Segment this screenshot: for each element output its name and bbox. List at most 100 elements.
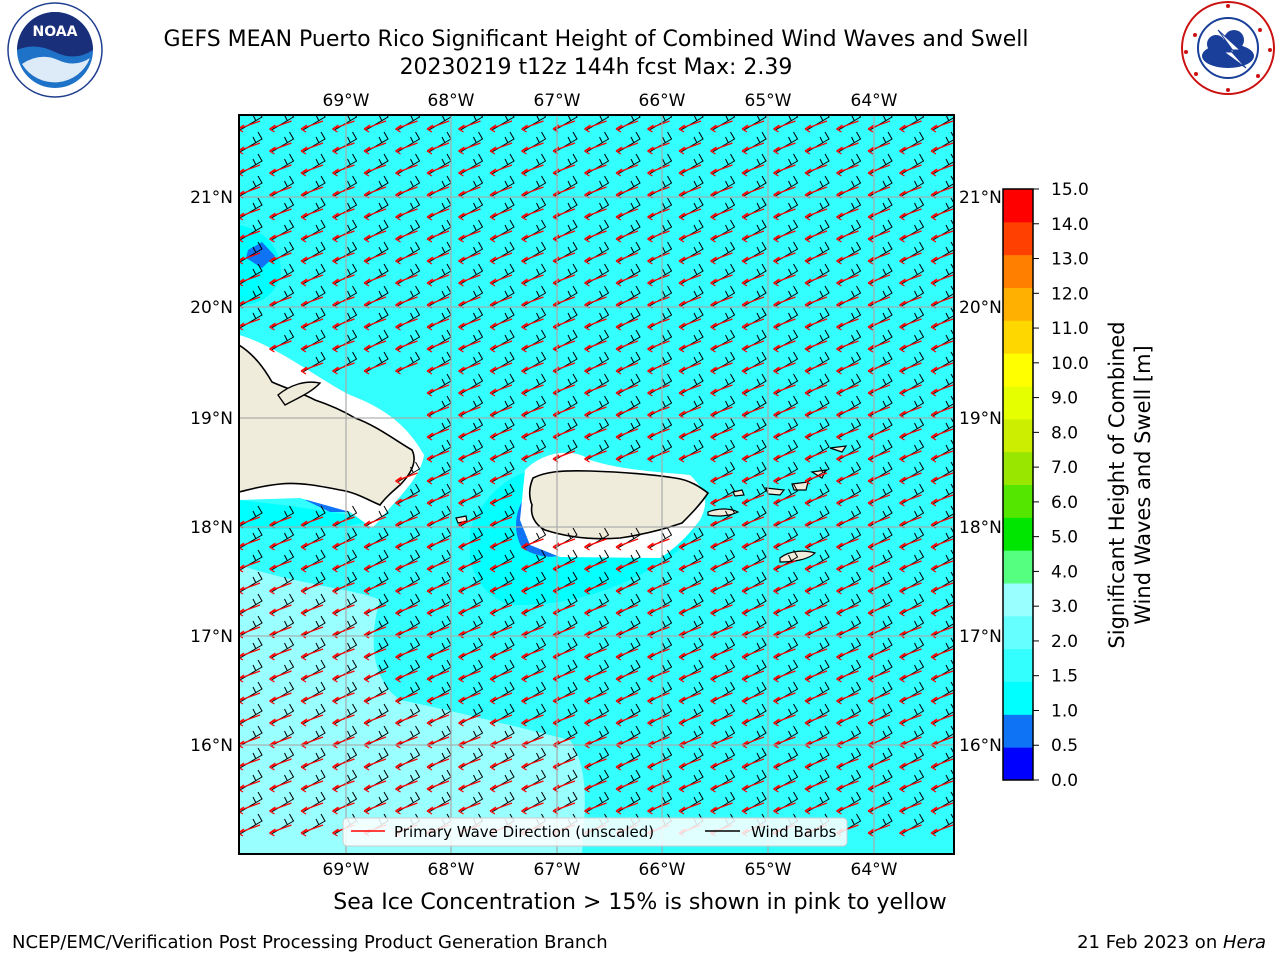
- wave-direction-arrow: [647, 604, 670, 617]
- wave-direction-arrow: [836, 802, 859, 815]
- wave-direction-arrow: [584, 230, 607, 243]
- lon-label: 66°W: [639, 860, 686, 880]
- wave-direction-arrow: [584, 692, 607, 705]
- wave-direction-arrow: [489, 714, 513, 727]
- wave-direction-arrow: [773, 450, 796, 463]
- lat-label: 16°N: [190, 736, 233, 756]
- wave-direction-arrow: [458, 494, 481, 507]
- wave-direction-arrow: [489, 494, 513, 507]
- wave-direction-arrow: [804, 472, 828, 485]
- wave-direction-arrow: [678, 252, 702, 265]
- wave-direction-arrow: [615, 692, 639, 705]
- wave-direction-arrow: [300, 142, 324, 155]
- chart-subtitle: 20230219 t12z 144h fcst Max: 2.39: [399, 55, 793, 80]
- lat-label: 18°N: [190, 518, 233, 538]
- wave-direction-arrow: [332, 560, 355, 573]
- wave-direction-arrow: [867, 692, 891, 705]
- colorbar-label-line1: Significant Height of Combined: [1105, 321, 1129, 648]
- wave-direction-arrow: [899, 714, 922, 727]
- wave-direction-arrow: [867, 538, 891, 551]
- wave-direction-arrow: [332, 648, 355, 661]
- wave-direction-arrow: [647, 274, 670, 287]
- colorbar-segment: [1003, 517, 1033, 551]
- wave-direction-arrow: [741, 450, 765, 463]
- wave-direction-arrow: [458, 472, 481, 485]
- wave-direction-arrow: [804, 604, 828, 617]
- wave-direction-arrow: [521, 780, 544, 793]
- wave-direction-arrow: [458, 780, 481, 793]
- colorbar-segment: [1003, 254, 1033, 288]
- wave-direction-arrow: [710, 120, 733, 133]
- wave-direction-arrow: [930, 120, 954, 133]
- wave-direction-arrow: [741, 670, 765, 683]
- wave-direction-arrow: [363, 670, 387, 683]
- lon-label: 66°W: [639, 91, 686, 111]
- wave-direction-arrow: [710, 252, 733, 265]
- colorbar-label-line2: Wind Waves and Swell [m]: [1131, 345, 1155, 625]
- wave-direction-arrow: [363, 164, 387, 177]
- wave-direction-arrow: [741, 604, 765, 617]
- wave-direction-arrow: [300, 362, 324, 375]
- wave-direction-arrow: [741, 714, 765, 727]
- wave-direction-arrow: [710, 318, 733, 331]
- wave-direction-arrow: [647, 714, 670, 727]
- wave-direction-arrow: [395, 274, 418, 287]
- map-frame: [238, 114, 955, 855]
- wave-direction-arrow: [678, 230, 702, 243]
- wave-direction-arrow: [773, 164, 796, 177]
- wave-direction-arrow: [458, 142, 481, 155]
- lat-labels-left: 21°N 20°N 19°N 18°N 17°N 16°N: [190, 188, 233, 756]
- wave-direction-arrow: [584, 142, 607, 155]
- wave-direction-arrow: [615, 362, 639, 375]
- wave-direction-arrow: [269, 274, 292, 287]
- wave-direction-arrow: [239, 802, 261, 815]
- wave-direction-arrow: [521, 538, 544, 551]
- lon-label: 65°W: [745, 860, 792, 880]
- wave-direction-arrow: [773, 560, 796, 573]
- wave-direction-arrow: [521, 758, 544, 771]
- colorbar-segment: [1003, 550, 1033, 584]
- wave-direction-arrow: [300, 692, 324, 705]
- wave-direction-arrow: [615, 318, 639, 331]
- wave-direction-arrow: [867, 252, 891, 265]
- colorbar-segment: [1003, 320, 1033, 354]
- wave-direction-arrow: [930, 648, 954, 661]
- wave-direction-arrow: [836, 714, 859, 727]
- wave-direction-arrow: [615, 604, 639, 617]
- wave-direction-arrow: [899, 428, 922, 441]
- wave-direction-arrow: [458, 384, 481, 397]
- lon-label: 64°W: [851, 860, 898, 880]
- wave-direction-arrow: [741, 538, 765, 551]
- wave-direction-arrow: [426, 120, 450, 133]
- wave-direction-arrow: [710, 582, 733, 595]
- wave-direction-arrow: [458, 670, 481, 683]
- wave-direction-arrow: [773, 472, 796, 485]
- wave-direction-arrow: [741, 208, 765, 221]
- wave-direction-arrow: [584, 208, 607, 221]
- wave-direction-arrow: [458, 362, 481, 375]
- wave-direction-arrow: [804, 758, 828, 771]
- wave-direction-arrow: [489, 120, 513, 133]
- wave-direction-arrow: [584, 252, 607, 265]
- wave-direction-arrow: [741, 648, 765, 661]
- wave-direction-arrow: [741, 384, 765, 397]
- wave-direction-arrow: [710, 758, 733, 771]
- wave-direction-arrow: [899, 758, 922, 771]
- wave-direction-arrow: [332, 142, 355, 155]
- colorbar-tick-label: 10.0: [1051, 354, 1089, 374]
- wave-direction-arrow: [269, 208, 292, 221]
- wave-direction-arrow: [678, 274, 702, 287]
- wave-direction-arrow: [930, 824, 954, 837]
- wave-direction-arrow: [395, 582, 418, 595]
- wave-direction-arrow: [239, 208, 261, 221]
- wave-direction-arrow: [332, 538, 355, 551]
- wave-direction-arrow: [458, 648, 481, 661]
- wave-direction-arrow: [678, 318, 702, 331]
- wave-direction-arrow: [678, 120, 702, 133]
- wave-direction-arrow: [804, 340, 828, 353]
- wave-direction-arrow: [804, 384, 828, 397]
- wave-direction-arrow: [647, 120, 670, 133]
- wave-direction-arrow: [773, 604, 796, 617]
- wave-direction-arrow: [426, 604, 450, 617]
- colorbar-label: Significant Height of Combined Wind Wave…: [1105, 321, 1155, 648]
